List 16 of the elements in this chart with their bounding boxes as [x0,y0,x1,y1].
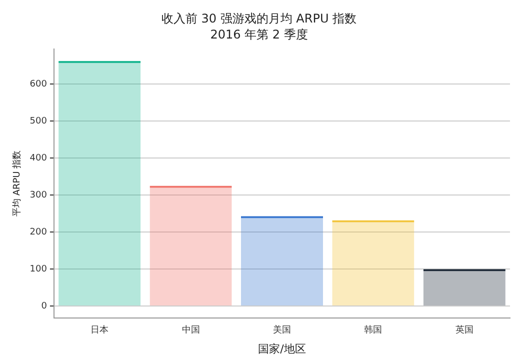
y-axis-title: 平均 ARPU 指数 [12,150,23,216]
x-axis-title: 国家/地区 [258,342,306,356]
x-tick-label: 美国 [272,324,291,336]
y-tick-label: 100 [30,264,48,274]
y-tick-label: 200 [30,227,48,238]
x-tick-label: 韩国 [364,324,382,336]
chart-title: 收入前 30 强游戏的月均 ARPU 指数 [161,11,357,26]
x-tick-label: 英国 [455,324,474,336]
chart-subtitle: 2016 年第 2 季度 [210,28,308,42]
y-tick-label: 400 [30,153,48,164]
y-tick-label: 500 [30,116,48,126]
y-tick-label: 300 [30,190,48,200]
x-tick-label: 中国 [182,324,200,336]
y-tick-label: 0 [41,301,48,312]
y-tick-label: 600 [30,79,48,90]
x-tick-label: 日本 [90,324,109,336]
